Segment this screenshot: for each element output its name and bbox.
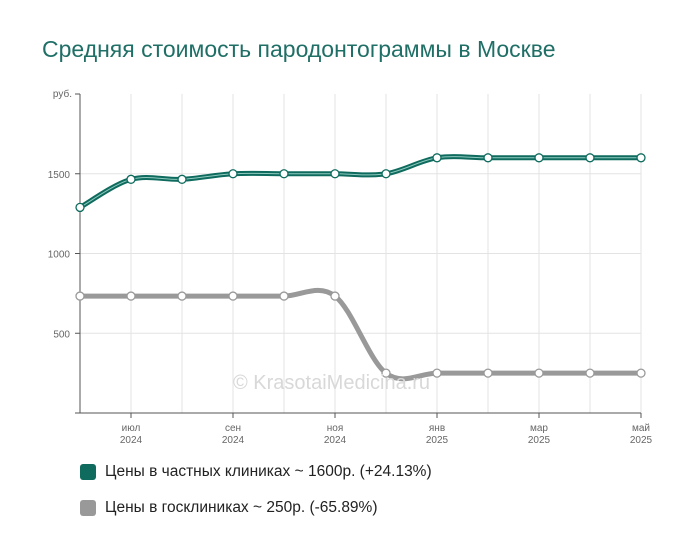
x-tick-month: мар [530,423,548,434]
data-point-private [534,153,544,163]
x-tick-year: 2025 [528,435,551,446]
series-line-private [77,154,644,210]
data-point-public [126,291,136,301]
x-tick-month: май [632,423,650,434]
legend-label-private: Цены в частных клиниках ~ 1600р. (+24.13… [105,463,432,480]
watermark: © KrasotaiMedicina.ru [233,372,431,394]
data-point-public [432,368,442,378]
data-point-public [228,291,238,301]
x-tick-month: ноя [327,423,344,434]
legend-swatch-private [80,464,96,480]
series-line-public [77,287,644,382]
data-point-private [330,169,340,179]
series-line-highlight [79,156,641,208]
x-tick-year: 2025 [630,435,653,446]
x-tick-year: 2025 [426,435,449,446]
data-point-private [279,169,289,179]
data-point-private [381,169,391,179]
legend-item-public[interactable]: Цены в госклиниках ~ 250р. (-65.89%) [80,499,378,517]
y-tick-label: 1500 [48,170,71,181]
data-point-private [483,153,493,163]
data-point-public [279,291,289,301]
x-tick-month: сен [225,423,241,434]
legend-label-public: Цены в госклиниках ~ 250р. (-65.89%) [105,499,378,516]
data-point-private [75,202,85,213]
data-point-public [177,291,187,301]
x-tick-year: 2024 [324,435,347,446]
y-tick-label: 500 [53,329,70,340]
data-point-private [636,153,646,163]
x-tick-year: 2024 [120,435,143,446]
data-point-public [330,291,340,301]
x-tick-month: июл [122,423,141,434]
data-point-public [75,291,85,301]
chart-title: Средняя стоимость пародонтограммы в Моск… [42,36,556,62]
x-tick-year: 2024 [222,435,245,446]
legend-swatch-public [80,500,96,516]
data-point-public [534,368,544,378]
legend-item-private[interactable]: Цены в частных клиниках ~ 1600р. (+24.13… [80,463,432,481]
y-tick-label: 1000 [48,250,71,261]
data-point-private [585,153,595,163]
data-point-private [228,169,238,179]
x-tick-month: янв [429,423,445,434]
data-point-private [126,174,136,184]
data-point-public [636,368,646,378]
data-point-public [381,368,391,378]
grid [80,94,642,413]
data-point-private [432,153,442,163]
axes: 50010001500руб.июл2024сен2024ноя2024янв2… [48,88,653,446]
data-point-private [177,174,187,184]
data-point-public [483,368,493,378]
y-axis-label: руб. [53,88,72,100]
data-point-public [585,368,595,378]
points-layer [75,153,646,378]
series-layer [77,154,644,382]
